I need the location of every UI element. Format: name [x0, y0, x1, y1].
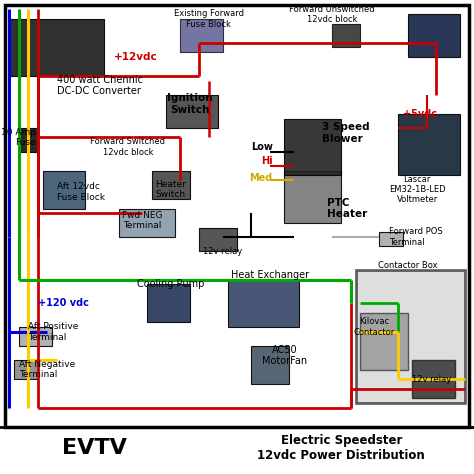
- Bar: [166, 95, 218, 128]
- Text: Forward Unswitched
12vdc block: Forward Unswitched 12vdc block: [289, 5, 374, 24]
- Text: Existing Forward
Fuse Block: Existing Forward Fuse Block: [173, 9, 244, 28]
- Bar: [284, 171, 341, 223]
- Text: Aft 12vdc
Fuse Block: Aft 12vdc Fuse Block: [57, 182, 105, 201]
- Text: Aft Positive
Terminal: Aft Positive Terminal: [28, 322, 79, 341]
- Text: Hi: Hi: [261, 156, 273, 166]
- Bar: [5, 5, 469, 427]
- Text: +120 vdc: +120 vdc: [38, 298, 89, 309]
- Text: Ignition
Switch: Ignition Switch: [167, 93, 212, 115]
- Text: 400 watt Chennic
DC-DC Converter: 400 watt Chennic DC-DC Converter: [57, 74, 143, 96]
- Bar: [228, 280, 299, 327]
- Bar: [284, 118, 341, 175]
- Text: Kilovac
Contactor: Kilovac Contactor: [354, 318, 395, 337]
- Text: Low: Low: [251, 142, 273, 152]
- Bar: [251, 346, 289, 384]
- Bar: [412, 360, 455, 398]
- Text: Forward POS
Terminal: Forward POS Terminal: [389, 228, 442, 246]
- Text: Heat Exchanger: Heat Exchanger: [231, 270, 309, 280]
- Bar: [118, 209, 175, 237]
- Bar: [379, 232, 403, 246]
- Text: PTC
Heater: PTC Heater: [327, 198, 367, 219]
- Bar: [152, 171, 190, 199]
- Bar: [398, 114, 460, 175]
- Bar: [9, 19, 104, 76]
- Bar: [332, 24, 360, 47]
- Text: Lascar
EM32-1B-LED
Voltmeter: Lascar EM32-1B-LED Voltmeter: [389, 175, 446, 204]
- Text: 12v relay: 12v relay: [203, 247, 242, 255]
- Text: Contactor Box: Contactor Box: [378, 261, 438, 270]
- Bar: [199, 228, 237, 251]
- Text: AC50
MotorFan: AC50 MotorFan: [262, 345, 307, 366]
- Text: +5vdc: +5vdc: [403, 109, 437, 119]
- Text: Heater
Switch: Heater Switch: [155, 180, 186, 199]
- Text: Cooling Pump: Cooling Pump: [137, 279, 204, 290]
- Text: 12v relay: 12v relay: [412, 375, 451, 383]
- Bar: [180, 19, 223, 52]
- Text: Forward Switched
12vdc block: Forward Switched 12vdc block: [91, 137, 165, 156]
- Bar: [19, 128, 38, 152]
- Bar: [360, 313, 408, 370]
- Bar: [43, 171, 85, 209]
- Text: 10 Amp
Fuse: 10 Amp Fuse: [0, 128, 36, 147]
- Bar: [19, 327, 52, 346]
- Text: Aft Negative
Terminal: Aft Negative Terminal: [19, 360, 75, 379]
- Bar: [147, 284, 190, 322]
- Text: 3 Speed
Blower: 3 Speed Blower: [322, 122, 370, 144]
- Text: Med: Med: [249, 173, 272, 183]
- Text: Electric Speedster
12vdc Power Distribution: Electric Speedster 12vdc Power Distribut…: [257, 434, 425, 462]
- Bar: [356, 270, 465, 403]
- Text: EVTV: EVTV: [63, 438, 127, 458]
- Bar: [14, 360, 38, 379]
- Text: Fwd NEG
Terminal: Fwd NEG Terminal: [122, 211, 163, 230]
- Text: +12vdc: +12vdc: [114, 52, 157, 62]
- Bar: [408, 14, 460, 57]
